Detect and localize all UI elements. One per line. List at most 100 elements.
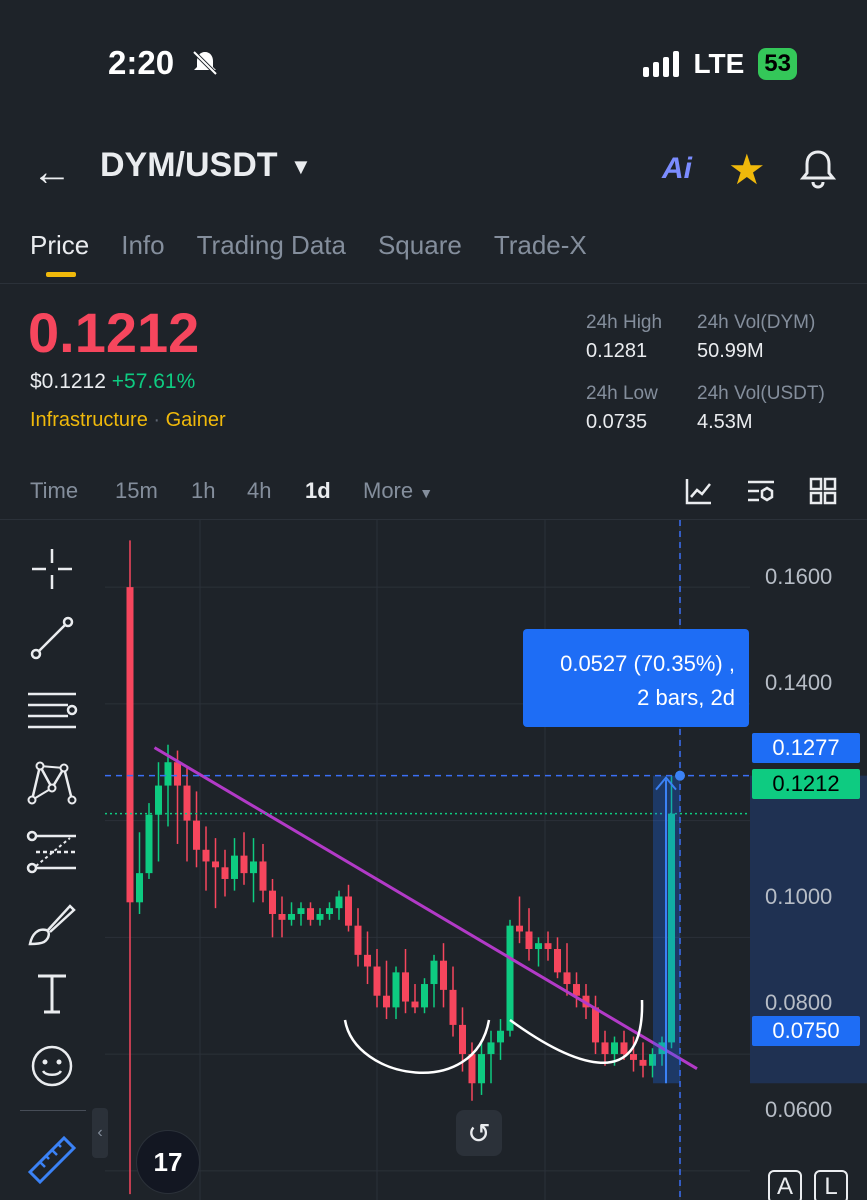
- price-change: +57.61%: [111, 370, 196, 393]
- candle-body: [630, 1054, 637, 1060]
- candle-body: [449, 989, 457, 1025]
- candle-body: [250, 861, 257, 874]
- candle-body: [611, 1042, 618, 1055]
- candle-body: [297, 908, 305, 914]
- category-tag[interactable]: Infrastructure: [30, 409, 148, 431]
- candle-body: [516, 925, 523, 932]
- candle-body: [193, 820, 200, 850]
- measure-bars: 2 bars, 2d: [637, 685, 735, 710]
- tags-row: Infrastructure · Gainer: [30, 409, 226, 431]
- price-tag-low: 0.0750: [752, 1016, 860, 1046]
- grid-layout-icon[interactable]: [808, 476, 838, 511]
- candle-body: [440, 960, 447, 990]
- last-price: 0.1212: [28, 301, 200, 364]
- indicator-icon[interactable]: [684, 476, 714, 511]
- status-indicators: LTE 53: [643, 48, 797, 80]
- brush-icon[interactable]: [26, 898, 78, 950]
- tab-info[interactable]: Info: [121, 230, 165, 260]
- hand-drawn-curve: [509, 999, 644, 1065]
- fib-icon[interactable]: [26, 826, 78, 878]
- collapse-toolbar-button[interactable]: ‹: [92, 1108, 108, 1158]
- gainer-tag[interactable]: Gainer: [165, 409, 226, 431]
- back-arrow-icon[interactable]: ←: [32, 150, 72, 194]
- price-tag-high: 0.1277: [752, 733, 860, 763]
- y-tick-label: 0.1600: [765, 564, 833, 589]
- y-tick-label: 0.0600: [765, 1097, 833, 1122]
- caret-down-icon[interactable]: ▼: [290, 154, 312, 179]
- vol-quote-label: 24h Vol(USDT): [697, 383, 825, 404]
- candle-body: [487, 1042, 495, 1055]
- tab-square[interactable]: Square: [377, 230, 462, 260]
- high-label: 24h High: [586, 312, 663, 333]
- interval-time[interactable]: Time: [30, 478, 79, 503]
- candle-body: [392, 972, 400, 1008]
- interval-1d[interactable]: 1d: [305, 478, 331, 503]
- candle-body: [544, 943, 552, 950]
- y-tick-label: 0.1000: [765, 884, 833, 909]
- vol-base-label: 24h Vol(DYM): [697, 312, 816, 333]
- candle-body: [601, 1042, 609, 1055]
- candle-body: [563, 972, 571, 985]
- interval-4h[interactable]: 4h: [247, 478, 272, 503]
- candle-body: [164, 762, 172, 786]
- candle-body: [335, 896, 343, 909]
- candle-body: [269, 890, 276, 914]
- candle-body: [212, 861, 219, 868]
- auto-scale-button[interactable]: A: [768, 1170, 802, 1200]
- measure-arrowhead: [655, 776, 677, 791]
- pattern-icon[interactable]: [26, 756, 78, 808]
- log-scale-button[interactable]: L: [814, 1170, 848, 1200]
- candle-body: [525, 931, 533, 950]
- silent-mode-icon: [190, 48, 220, 83]
- favorite-star-icon[interactable]: ★: [728, 146, 766, 193]
- candle-body: [535, 943, 542, 950]
- ai-icon[interactable]: Ai: [662, 152, 692, 185]
- interval-15m[interactable]: 15m: [115, 478, 158, 503]
- interval-more[interactable]: More ▼: [363, 478, 433, 504]
- candle-body: [259, 861, 267, 891]
- candle-body: [383, 995, 390, 1008]
- candle-body: [468, 1054, 476, 1084]
- candle-body: [326, 908, 333, 914]
- text-icon[interactable]: [26, 968, 78, 1020]
- candle-body: [373, 966, 381, 996]
- candle-body: [136, 873, 143, 903]
- trend-line-icon[interactable]: [26, 612, 78, 664]
- emoji-icon[interactable]: [26, 1040, 78, 1092]
- tab-price[interactable]: Price: [30, 230, 90, 277]
- low-label: 24h Low: [586, 383, 658, 404]
- tab-trade-x[interactable]: Trade-X: [493, 230, 587, 260]
- interval-1h[interactable]: 1h: [191, 478, 216, 503]
- fiat-price: $0.1212: [30, 370, 106, 393]
- reset-chart-button[interactable]: ↺: [456, 1110, 502, 1156]
- chart-settings-icon[interactable]: [745, 476, 777, 511]
- bell-icon[interactable]: [798, 148, 838, 195]
- candle-body: [183, 785, 191, 821]
- candlestick-chart[interactable]: [105, 520, 867, 1200]
- candle-body: [354, 925, 362, 955]
- candle-body: [402, 972, 409, 1002]
- y-tick-label: 0.1400: [765, 670, 833, 695]
- tradingview-logo[interactable]: 17: [136, 1130, 200, 1194]
- toolbar-divider: [20, 1110, 86, 1111]
- ruler-icon[interactable]: [26, 1134, 78, 1186]
- measure-handle: [675, 770, 685, 781]
- candle-body: [145, 814, 153, 874]
- hand-drawn-curve: [343, 1019, 491, 1075]
- candle-body: [231, 855, 238, 879]
- caret-down-icon: ▼: [419, 485, 434, 501]
- parallel-lines-icon[interactable]: [26, 684, 78, 736]
- candle-body: [639, 1059, 647, 1066]
- candle-body: [278, 913, 286, 920]
- candle-body: [307, 908, 314, 920]
- candle-body: [620, 1042, 628, 1055]
- low-value: 0.0735: [586, 411, 648, 433]
- vol-quote-value: 4.53M: [697, 411, 753, 433]
- candle-body: [506, 925, 514, 1031]
- measure-tooltip: 0.0527 (70.35%) , 2 bars, 2d: [523, 629, 749, 727]
- divider: [0, 283, 867, 284]
- crosshair-icon[interactable]: [26, 543, 78, 595]
- pair-title[interactable]: DYM/USDT: [100, 146, 278, 184]
- candle-body: [573, 984, 580, 996]
- tab-trading-data[interactable]: Trading Data: [196, 230, 346, 260]
